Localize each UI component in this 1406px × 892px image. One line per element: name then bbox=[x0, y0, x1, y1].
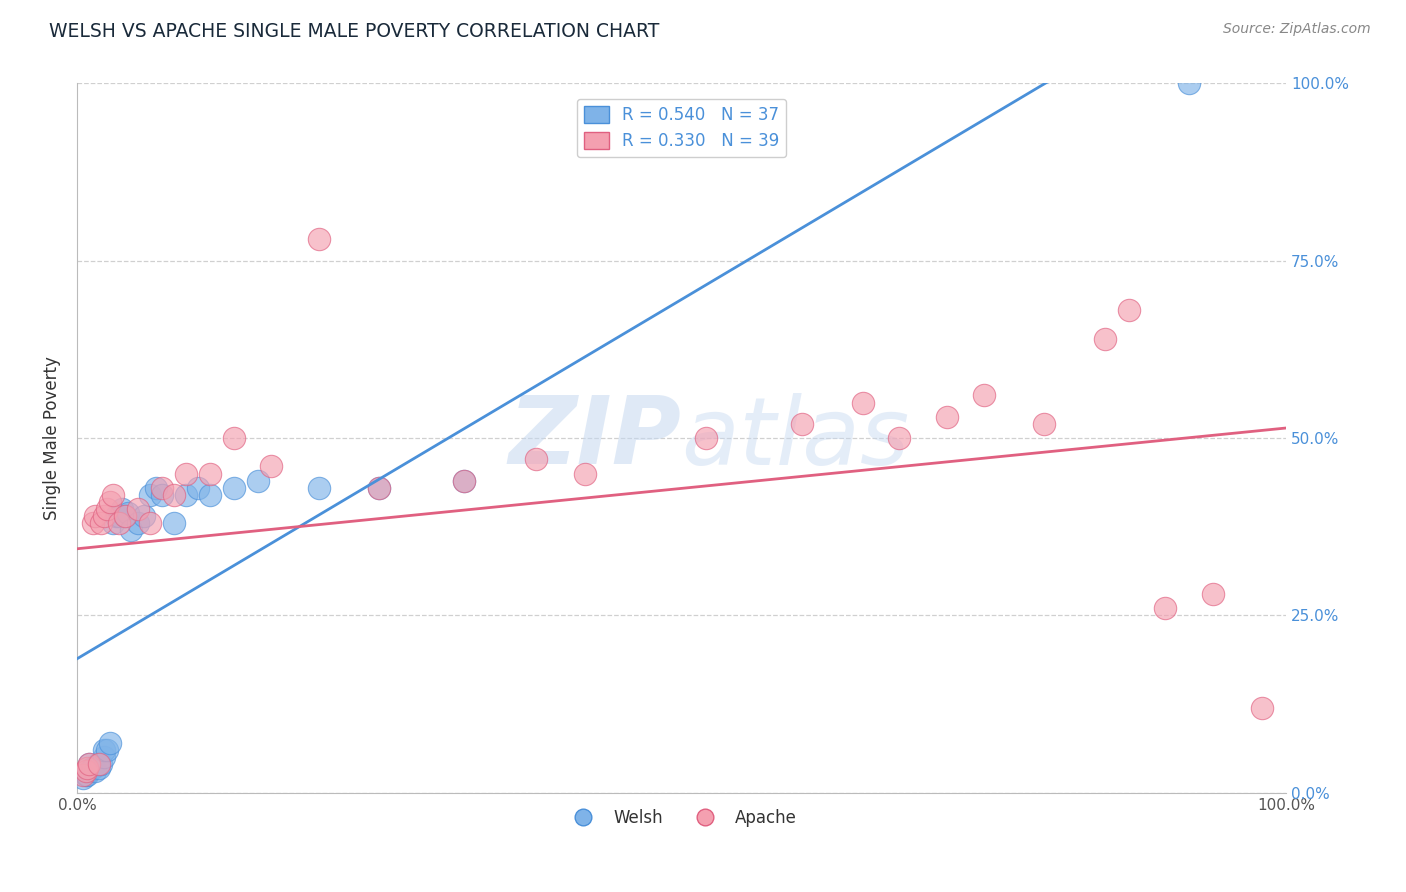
Point bbox=[104, 509, 127, 524]
Point bbox=[1178, 77, 1201, 91]
Point bbox=[150, 488, 173, 502]
Point bbox=[138, 516, 160, 530]
Point bbox=[174, 488, 197, 502]
Point bbox=[574, 467, 596, 481]
Point bbox=[1250, 700, 1272, 714]
Point bbox=[792, 417, 814, 431]
Point bbox=[187, 481, 209, 495]
Point bbox=[75, 764, 97, 779]
Point bbox=[308, 481, 330, 495]
Point bbox=[973, 388, 995, 402]
Point bbox=[368, 481, 391, 495]
Point bbox=[224, 431, 246, 445]
Point bbox=[108, 516, 131, 530]
Point bbox=[77, 764, 100, 779]
Point bbox=[1154, 601, 1177, 615]
Point bbox=[77, 757, 100, 772]
Point bbox=[93, 509, 115, 524]
Point bbox=[84, 509, 107, 524]
Point bbox=[96, 502, 118, 516]
Point bbox=[76, 768, 98, 782]
Point bbox=[526, 452, 548, 467]
Point bbox=[198, 467, 221, 481]
Text: Source: ZipAtlas.com: Source: ZipAtlas.com bbox=[1223, 22, 1371, 37]
Point bbox=[1094, 332, 1116, 346]
Point bbox=[117, 506, 139, 520]
Point bbox=[138, 488, 160, 502]
Point bbox=[114, 509, 136, 524]
Point bbox=[87, 757, 110, 772]
Point bbox=[174, 467, 197, 481]
Point bbox=[150, 481, 173, 495]
Point bbox=[93, 743, 115, 757]
Point bbox=[103, 516, 125, 530]
Point bbox=[1033, 417, 1056, 431]
Point bbox=[453, 474, 475, 488]
Point bbox=[90, 516, 112, 530]
Point bbox=[163, 488, 186, 502]
Point bbox=[121, 523, 143, 537]
Point bbox=[198, 488, 221, 502]
Point bbox=[259, 459, 281, 474]
Point bbox=[86, 757, 108, 772]
Point bbox=[98, 736, 121, 750]
Point bbox=[77, 757, 100, 772]
Point bbox=[93, 750, 115, 764]
Point bbox=[82, 761, 104, 775]
Point bbox=[852, 395, 875, 409]
Point bbox=[84, 764, 107, 779]
Y-axis label: Single Male Poverty: Single Male Poverty bbox=[44, 356, 60, 520]
Point bbox=[163, 516, 186, 530]
Point bbox=[887, 431, 910, 445]
Point bbox=[90, 757, 112, 772]
Point bbox=[98, 495, 121, 509]
Point bbox=[96, 743, 118, 757]
Point bbox=[103, 488, 125, 502]
Point bbox=[247, 474, 270, 488]
Point bbox=[82, 516, 104, 530]
Text: WELSH VS APACHE SINGLE MALE POVERTY CORRELATION CHART: WELSH VS APACHE SINGLE MALE POVERTY CORR… bbox=[49, 22, 659, 41]
Point bbox=[308, 232, 330, 246]
Point bbox=[1202, 587, 1225, 601]
Text: ZIP: ZIP bbox=[509, 392, 682, 484]
Point bbox=[368, 481, 391, 495]
Point bbox=[108, 509, 131, 524]
Point bbox=[127, 502, 149, 516]
Point bbox=[111, 502, 134, 516]
Point bbox=[72, 768, 94, 782]
Point bbox=[127, 516, 149, 530]
Point bbox=[132, 509, 155, 524]
Point bbox=[453, 474, 475, 488]
Text: atlas: atlas bbox=[682, 392, 910, 483]
Point bbox=[80, 761, 103, 775]
Point bbox=[75, 768, 97, 782]
Point bbox=[114, 509, 136, 524]
Point bbox=[695, 431, 717, 445]
Legend: Welsh, Apache: Welsh, Apache bbox=[560, 803, 803, 834]
Point bbox=[72, 772, 94, 786]
Point bbox=[87, 761, 110, 775]
Point bbox=[936, 409, 959, 424]
Point bbox=[1118, 303, 1140, 318]
Point bbox=[76, 761, 98, 775]
Point bbox=[145, 481, 167, 495]
Point bbox=[224, 481, 246, 495]
